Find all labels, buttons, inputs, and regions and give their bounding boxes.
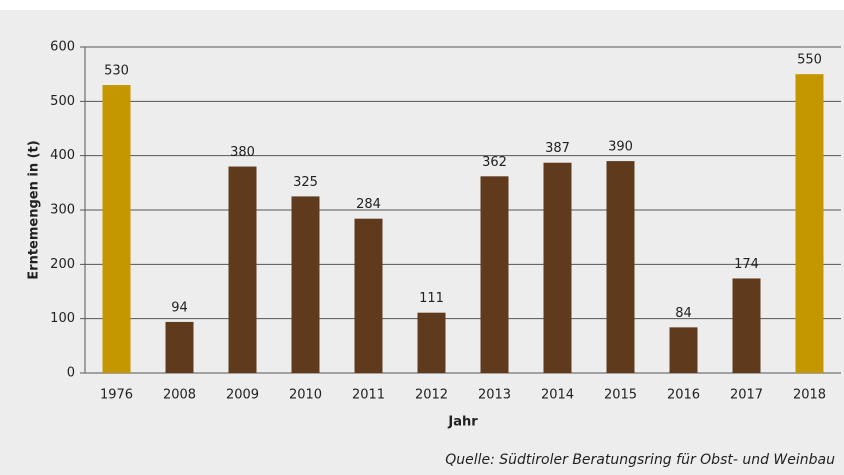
x-tick-label: 2013 <box>478 388 511 403</box>
y-tick-label: 600 <box>50 40 75 55</box>
data-label: 94 <box>171 300 188 315</box>
background <box>0 10 844 475</box>
data-label: 284 <box>356 197 381 212</box>
y-tick-label: 500 <box>50 94 75 109</box>
bar <box>543 162 572 373</box>
y-tick-label: 100 <box>50 311 75 326</box>
bar <box>102 85 131 374</box>
bar <box>165 321 194 373</box>
bar <box>795 74 824 374</box>
bar <box>606 161 635 373</box>
data-label: 362 <box>482 155 507 170</box>
data-label: 550 <box>797 53 822 68</box>
bar <box>228 166 257 373</box>
data-label: 530 <box>104 64 129 79</box>
y-tick-label: 300 <box>50 203 75 218</box>
x-tick-label: 1976 <box>100 388 133 403</box>
y-tick-label: 200 <box>50 257 75 272</box>
x-tick-label: 2016 <box>667 388 700 403</box>
data-label: 325 <box>293 175 318 190</box>
y-tick-label: 400 <box>50 148 75 163</box>
bar <box>291 196 320 373</box>
data-label: 84 <box>675 306 692 321</box>
y-tick-label: 0 <box>67 366 75 381</box>
x-tick-label: 2015 <box>604 388 637 403</box>
x-tick-label: 2018 <box>793 388 826 403</box>
x-tick-label: 2008 <box>163 388 196 403</box>
x-tick-label: 2012 <box>415 388 448 403</box>
data-label: 111 <box>419 291 444 306</box>
bar <box>732 278 761 373</box>
x-tick-label: 2009 <box>226 388 259 403</box>
bar <box>417 312 446 373</box>
x-tick-label: 2010 <box>289 388 322 403</box>
x-tick-label: 2014 <box>541 388 574 403</box>
data-label: 387 <box>545 141 570 156</box>
x-tick-label: 2011 <box>352 388 385 403</box>
data-label: 380 <box>230 145 255 160</box>
bar <box>354 218 383 373</box>
bar <box>480 176 509 373</box>
data-label: 390 <box>608 140 633 155</box>
x-axis-label: Jahr <box>447 415 478 430</box>
source: Quelle: Südtiroler Beratungsring für Obs… <box>445 452 835 468</box>
data-label: 174 <box>734 257 759 272</box>
bar <box>669 327 698 373</box>
x-tick-label: 2017 <box>730 388 763 403</box>
y-axis-label: Erntemengen in (t) <box>27 140 42 279</box>
